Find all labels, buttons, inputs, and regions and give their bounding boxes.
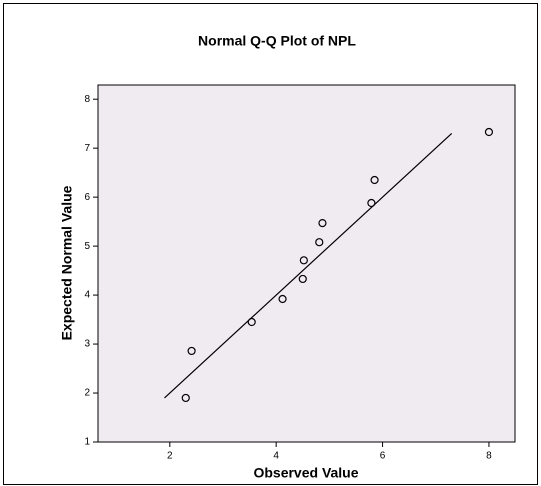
y-axis-label: Expected Normal Value [59, 185, 75, 340]
reference-line [164, 133, 453, 399]
x-axis-label: Observed Value [253, 465, 358, 481]
y-tick-label: 8 [84, 94, 90, 105]
x-tick-label: 6 [380, 451, 386, 462]
y-tick-label: 4 [84, 290, 90, 301]
x-tick-label: 8 [486, 451, 492, 462]
chart-title: Normal Q-Q Plot of NPL [198, 33, 356, 49]
y-tick-label: 6 [84, 192, 90, 203]
x-tick-label: 4 [273, 451, 279, 462]
point [484, 127, 494, 137]
point [299, 256, 308, 265]
point [315, 238, 324, 247]
point [247, 317, 256, 327]
x-tick-label: 2 [167, 451, 173, 462]
point [187, 346, 196, 356]
y-tick-label: 7 [84, 143, 90, 154]
y-tick-label: 3 [84, 339, 90, 350]
y-tick-label: 5 [84, 241, 90, 252]
point [298, 274, 307, 284]
y-tick-label: 2 [84, 388, 90, 399]
point [318, 218, 327, 228]
y-tick-label: 1 [84, 437, 90, 448]
point [278, 294, 287, 304]
point [370, 175, 379, 185]
plot-area [97, 84, 516, 443]
point [367, 198, 376, 208]
point [181, 393, 190, 403]
